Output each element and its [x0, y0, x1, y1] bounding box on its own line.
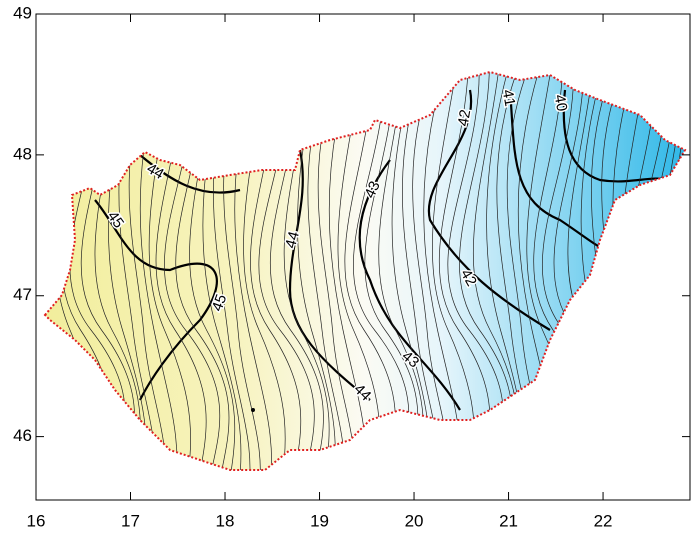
contour-label: 44: [282, 230, 303, 251]
contour-line: [358, 159, 461, 411]
contour-line: [662, 72, 685, 470]
x-tick-label: 20: [405, 511, 424, 530]
plot-frame: [35, 13, 691, 501]
contour-label: 40: [551, 93, 571, 112]
x-tick-label: 22: [594, 511, 613, 530]
y-tick-label: 48: [13, 144, 32, 163]
contour-line: [139, 154, 241, 194]
contour-label: 41: [499, 88, 519, 107]
contour-line: [94, 199, 218, 401]
contour-line: [675, 72, 685, 470]
contour-line: [288, 149, 371, 401]
contour-line: [508, 89, 611, 252]
x-tick-label: 16: [27, 511, 46, 530]
y-tick-label: 47: [13, 285, 32, 304]
contour-label: 42: [455, 108, 475, 127]
point: [251, 408, 255, 412]
y-tick-label: 46: [13, 426, 32, 445]
x-tick-label: 21: [499, 511, 518, 530]
x-tick-label: 19: [310, 511, 329, 530]
y-tick-label: 49: [13, 3, 32, 22]
x-tick-label: 17: [121, 511, 140, 530]
contour-line: [427, 89, 551, 331]
contour-line: [648, 72, 685, 470]
contour-line: [562, 89, 671, 183]
x-tick-label: 18: [216, 511, 235, 530]
